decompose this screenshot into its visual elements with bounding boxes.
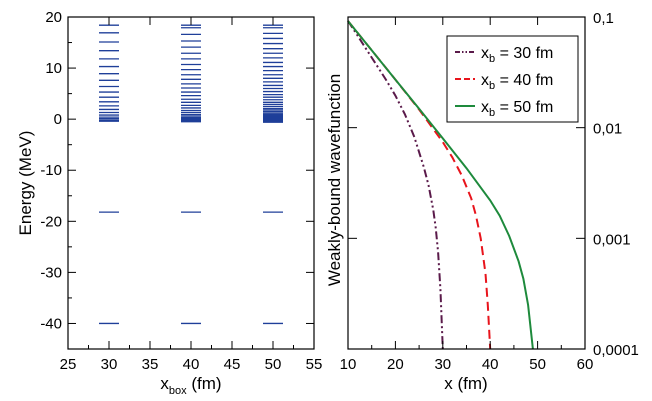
legend-label-rest: = 30 fm: [495, 45, 553, 62]
left-y-ticks: -40 -30 -20 -10 0 10 20: [40, 9, 314, 350]
right-x-axis-title: x (fm): [444, 374, 487, 393]
y-tick-label: -40: [40, 315, 62, 332]
x-tick-label: 40: [482, 356, 499, 373]
y-tick-label: -20: [40, 213, 62, 230]
legend-label: xb = 50 fm: [481, 99, 553, 119]
x-tick-label: 35: [142, 356, 159, 373]
legend-label: xb = 30 fm: [481, 45, 553, 65]
x-tick-label: 50: [265, 356, 282, 373]
y-tick-label: 10: [45, 60, 62, 77]
legend-label: xb = 40 fm: [481, 72, 553, 92]
x-tick-label: 30: [434, 356, 451, 373]
x-tick-label: 10: [340, 356, 357, 373]
y-tick-label: 20: [45, 9, 62, 26]
x-tick-label: 30: [101, 356, 118, 373]
x-tick-label: 40: [183, 356, 200, 373]
y-tick-label: 0,001: [593, 231, 631, 248]
legend-label-main: x: [481, 99, 489, 116]
wavefunction-panel: 10 20 30 40 50 60 0,0001 0,001 0,01 0,1 x (fm) W…: [325, 10, 639, 393]
x-tick-label: 45: [224, 356, 241, 373]
y-tick-label: 0,0001: [593, 342, 639, 359]
y-tick-label: 0,01: [593, 121, 622, 138]
legend-label-main: x: [481, 72, 489, 89]
x-tick-label: 20: [387, 356, 404, 373]
right-x-ticks: 10 20 30 40 50 60: [340, 17, 594, 373]
y-tick-label: 0,1: [593, 10, 614, 27]
legend-label-sub: b: [489, 80, 495, 92]
energy-levels: [99, 24, 283, 325]
x-tick-label: 25: [60, 356, 77, 373]
legend-label-rest: = 40 fm: [495, 72, 553, 89]
legend-label-main: x: [481, 45, 489, 62]
x-tick-label: 55: [306, 356, 323, 373]
energy-levels-panel: 25 30 35 40 45 50 55 -40 -30 -20 -10 0 10 20 xbox (f…: [16, 9, 322, 397]
right-y-ticks: 0,0001 0,001 0,01 0,1: [348, 10, 639, 359]
legend-label-rest: = 50 fm: [495, 99, 553, 116]
y-tick-label: 0: [54, 111, 62, 128]
wavefunction-line-2: [347, 20, 534, 350]
right-y-axis-title: Weakly-bound wavefunction: [325, 74, 344, 286]
wavefunction-curves: [347, 20, 534, 350]
legend-label-sub: b: [489, 107, 495, 119]
wavefunction-line-0: [347, 20, 444, 350]
legend-label-sub: b: [489, 53, 495, 65]
y-tick-label: -30: [40, 264, 62, 281]
left-x-ticks: 25 30 35 40 45 50 55: [60, 17, 323, 373]
left-y-axis-title: Energy (MeV): [16, 131, 35, 236]
y-tick-label: -10: [40, 162, 62, 179]
x-tick-label: 60: [577, 356, 594, 373]
left-x-axis-title: xbox (fm): [160, 374, 221, 397]
x-tick-label: 50: [529, 356, 546, 373]
